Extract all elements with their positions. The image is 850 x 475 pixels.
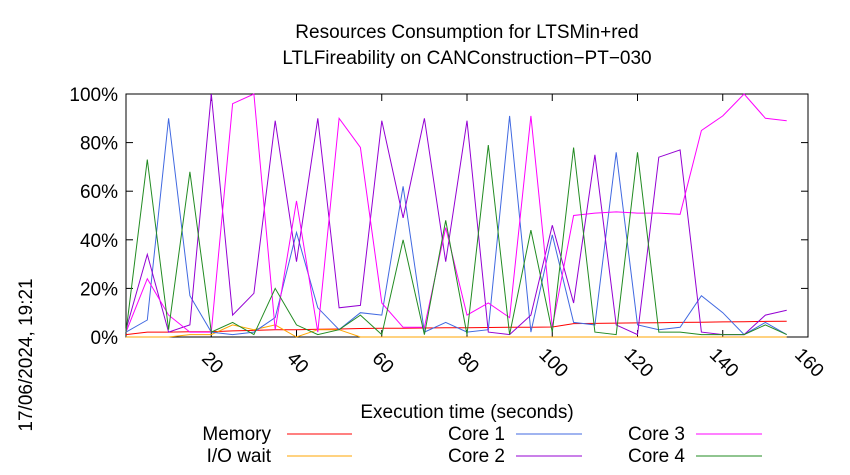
x-axis: 20 40 60 80 100 120 140 160 [197,94,828,382]
series-line-core-2 [125,93,787,336]
x-tick-label: 160 [790,344,827,381]
x-tick-label: 60 [368,348,398,378]
series-line-core-4 [125,144,787,336]
series-lines [125,93,787,338]
legend-label-core-2: Core 2 [448,446,505,467]
x-tick-label: 80 [453,348,483,378]
y-tick-label: 0% [91,328,119,349]
series-line-core-3 [125,93,787,333]
x-tick-label: 20 [197,348,227,378]
legend-label-i-o-wait: I/O wait [207,446,272,467]
y-tick-label: 40% [80,231,118,252]
x-tick-label: 120 [620,344,657,381]
legend-label-core-4: Core 4 [628,446,685,467]
legend-label-core-1: Core 1 [448,424,505,445]
x-tick-label: 140 [705,344,742,381]
y-tick-label: 80% [80,134,118,155]
x-tick-label: 40 [282,348,312,378]
x-tick-label: 100 [535,344,572,381]
y-tick-label: 60% [80,182,118,203]
y-tick-label: 20% [80,279,118,300]
chart-title-line-1: Resources Consumption for LTSMin+red [295,22,638,43]
series-line-memory [125,320,787,336]
series-line-i-o-wait [126,324,787,338]
y-tick-label: 100% [69,85,118,106]
legend-label-memory: Memory [202,424,271,445]
chart-title-line-2: LTLFireability on CANConstruction−PT−030 [282,48,651,69]
timestamp-label: 17/06/2024, 19:21 [16,278,37,431]
x-axis-label: Execution time (seconds) [360,402,573,423]
plot-frame [125,93,809,338]
y-axis: 0% 20% 40% 60% 80% 100% [69,85,808,349]
series-line-core-1 [125,115,787,336]
legend-label-core-3: Core 3 [628,424,685,445]
